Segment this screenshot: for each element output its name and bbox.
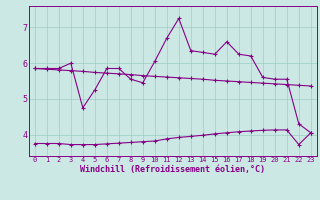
X-axis label: Windchill (Refroidissement éolien,°C): Windchill (Refroidissement éolien,°C) bbox=[80, 165, 265, 174]
